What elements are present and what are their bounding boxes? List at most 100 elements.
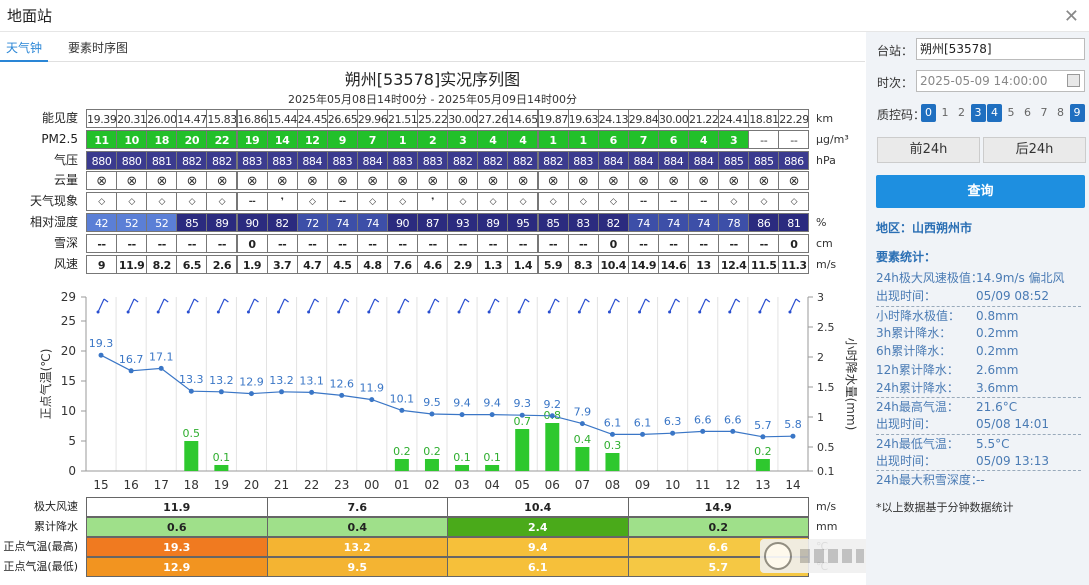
station-input[interactable]: 朔州[53578] bbox=[916, 38, 1085, 60]
cell-pressure: 882 bbox=[507, 150, 539, 170]
row-label-pm25: PM2.5 bbox=[41, 131, 78, 146]
qc-code-8[interactable]: 8 bbox=[1057, 106, 1064, 119]
cell-humidity: 85 bbox=[176, 213, 208, 232]
qc-code-9[interactable]: 9 bbox=[1069, 104, 1085, 122]
query-button[interactable]: 查询 bbox=[876, 175, 1085, 208]
wind-barb-base bbox=[277, 310, 281, 314]
temperature-label: 10.1 bbox=[390, 392, 415, 405]
row-label-pressure: 气压 bbox=[53, 152, 78, 167]
stat-value: 5.5°C bbox=[976, 436, 1010, 451]
wind-barb-base bbox=[788, 310, 792, 314]
cell-pm25: 2 bbox=[417, 129, 449, 149]
wind-barb-flag bbox=[615, 298, 620, 303]
wind-barb-base bbox=[547, 310, 551, 314]
wind-barb-icon bbox=[97, 298, 105, 313]
cell-weather: ◇ bbox=[356, 192, 388, 212]
temperature-point bbox=[579, 421, 585, 427]
cell-snow: -- bbox=[477, 233, 509, 253]
cell-visibility: 19.63 bbox=[567, 109, 599, 128]
right-tick-label: 0.1 bbox=[817, 465, 835, 478]
wind-barb-flag bbox=[494, 298, 500, 303]
wind-barb-icon bbox=[187, 298, 195, 313]
right-tick-label: 0.5 bbox=[817, 441, 835, 454]
cell-visibility: 15.83 bbox=[206, 109, 238, 128]
summary-cell: 2.4 bbox=[447, 517, 629, 537]
cell-humidity: 42 bbox=[86, 213, 118, 232]
wind-barb-icon bbox=[368, 298, 376, 313]
cell-pressure: 884 bbox=[627, 150, 659, 170]
cell-pressure: 883 bbox=[236, 150, 268, 170]
temperature-point bbox=[188, 388, 194, 394]
qc-label: 质控码： bbox=[877, 108, 926, 122]
stat-key: 24h累计降水： bbox=[876, 380, 959, 395]
cell-humidity: 90 bbox=[387, 213, 419, 232]
cell-humidity: 87 bbox=[417, 213, 449, 232]
cell-wind: 11.9 bbox=[116, 254, 148, 274]
row-unit-pressure: hPa bbox=[816, 153, 836, 167]
temperature-point bbox=[640, 431, 646, 437]
x-tick-label: 09 bbox=[635, 478, 650, 492]
temperature-point bbox=[369, 397, 375, 403]
summary-label: 正点气温(最低) bbox=[3, 560, 78, 573]
cell-cloud: ⊗ bbox=[146, 171, 178, 191]
cell-cloud: ⊗ bbox=[507, 171, 539, 191]
cell-pm25: 19 bbox=[236, 129, 268, 149]
qc-code-2[interactable]: 2 bbox=[958, 106, 965, 119]
wind-barb-icon bbox=[308, 298, 316, 313]
tab-element-timeseries[interactable]: 要素时序图 bbox=[68, 41, 129, 55]
temperature-point bbox=[279, 389, 285, 395]
cell-weather: -- bbox=[236, 192, 268, 212]
wind-barb-icon bbox=[729, 298, 737, 313]
left-tick-label: 15 bbox=[61, 374, 76, 388]
qc-code-3[interactable]: 3 bbox=[970, 104, 986, 122]
x-tick-label: 08 bbox=[605, 478, 620, 492]
stats-title: 要素统计： bbox=[876, 250, 937, 264]
qc-code-1[interactable]: 1 bbox=[941, 106, 949, 119]
cell-pm25: 20 bbox=[176, 129, 208, 149]
x-tick-label: 04 bbox=[484, 478, 499, 492]
wind-barb-base bbox=[517, 310, 521, 314]
temperature-point bbox=[158, 365, 164, 371]
summary-cell: 0.2 bbox=[627, 517, 809, 537]
cell-wind: 1.4 bbox=[507, 254, 539, 274]
cell-snow: -- bbox=[627, 233, 659, 253]
cell-pressure: 882 bbox=[537, 150, 569, 170]
cell-cloud: ⊗ bbox=[176, 171, 208, 191]
cell-pm25: 11 bbox=[86, 129, 118, 149]
wind-barb-base bbox=[638, 310, 642, 314]
precip-label: 0.2 bbox=[393, 445, 411, 458]
precip-bar bbox=[755, 459, 770, 471]
cell-wind: 4.6 bbox=[417, 254, 449, 274]
qc-code-0[interactable]: 0 bbox=[921, 104, 936, 122]
wind-barb-icon bbox=[608, 298, 617, 313]
time-input[interactable]: 2025-05-09 14:00:00 bbox=[916, 70, 1085, 92]
row-unit-snow: cm bbox=[816, 236, 833, 250]
cell-visibility: 26.00 bbox=[146, 109, 178, 128]
tab-weather-clock[interactable]: 天气钟 bbox=[0, 36, 49, 62]
temperature-point bbox=[700, 428, 706, 434]
temperature-point bbox=[128, 368, 134, 374]
stat-value: 05/09 08:52 bbox=[976, 289, 1049, 304]
row-label-humidity: 相对湿度 bbox=[29, 215, 78, 229]
wind-barb-icon bbox=[638, 298, 647, 313]
calendar-icon[interactable] bbox=[1067, 74, 1080, 87]
next-24h-button[interactable]: 后24h bbox=[983, 137, 1086, 163]
cell-visibility: 21.22 bbox=[688, 109, 720, 128]
cell-snow: -- bbox=[146, 233, 178, 253]
qc-code-6[interactable]: 6 bbox=[1024, 106, 1031, 119]
cell-weather: ◇ bbox=[447, 192, 479, 212]
temperature-point bbox=[760, 434, 766, 440]
stat-row: 出现时间： 05/08 14:01 bbox=[876, 415, 1081, 433]
wind-barb-flag bbox=[585, 298, 590, 303]
prev-24h-button[interactable]: 前24h bbox=[877, 137, 980, 163]
qc-code-5[interactable]: 5 bbox=[1007, 106, 1015, 119]
right-tick-label: 1 bbox=[817, 411, 824, 424]
precip-bar bbox=[214, 465, 229, 471]
qc-code-7[interactable]: 7 bbox=[1040, 106, 1048, 119]
cell-humidity: 72 bbox=[296, 213, 328, 232]
cell-weather: ◇ bbox=[537, 192, 569, 212]
x-tick-label: 14 bbox=[785, 478, 800, 492]
precip-bar bbox=[485, 465, 500, 471]
qc-code-4[interactable]: 4 bbox=[987, 104, 1002, 122]
close-icon[interactable]: ✕ bbox=[1063, 6, 1079, 27]
